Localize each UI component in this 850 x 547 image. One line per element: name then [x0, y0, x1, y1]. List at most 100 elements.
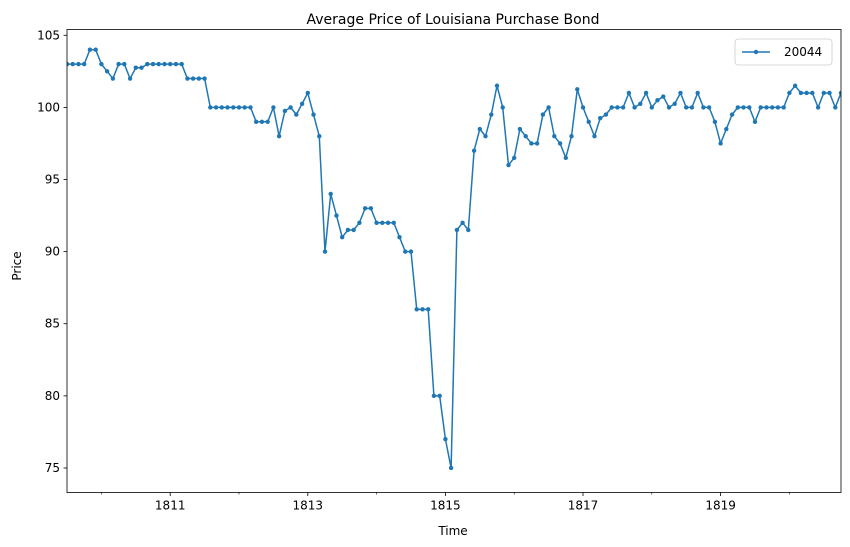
data-point [684, 105, 689, 110]
data-point [672, 101, 677, 106]
data-point [322, 249, 328, 254]
data-point [87, 47, 93, 52]
data-point [299, 101, 305, 106]
plot-frame [66, 29, 842, 493]
data-point [76, 61, 81, 67]
data-point [758, 105, 763, 110]
data-point [615, 105, 620, 110]
y-tick-label: 95 [45, 173, 60, 187]
data-point [271, 105, 276, 110]
data-point [67, 61, 70, 67]
data-point [168, 61, 173, 67]
data-point [328, 191, 333, 197]
data-point [512, 155, 517, 161]
data-point [219, 105, 224, 110]
data-point [666, 105, 672, 110]
y-axis: 75 80 85 90 95 100 105 [37, 28, 67, 475]
y-tick-label: 100 [37, 100, 60, 114]
data-point [173, 61, 179, 67]
series-layer [67, 47, 841, 471]
legend-entry-label: 20044 [784, 45, 822, 59]
data-point [242, 105, 247, 110]
data-point [259, 119, 265, 125]
data-point [248, 105, 253, 110]
data-point [122, 61, 127, 67]
data-point [741, 105, 746, 110]
data-point [208, 105, 213, 110]
data-point [190, 76, 196, 81]
data-point [357, 220, 362, 225]
x-tick-label: 1817 [568, 499, 599, 513]
data-point [655, 97, 660, 103]
series-group [67, 47, 841, 471]
data-point [471, 148, 477, 153]
data-point [380, 220, 385, 225]
data-point [351, 227, 356, 233]
data-point [368, 206, 374, 211]
data-point [557, 141, 563, 146]
data-point [609, 105, 614, 110]
data-point [810, 90, 815, 96]
data-point [133, 65, 138, 70]
data-point [649, 105, 654, 110]
data-point [827, 90, 832, 96]
data-point [546, 105, 551, 110]
data-point [311, 112, 316, 117]
data-point [93, 47, 98, 52]
data-point [231, 105, 236, 110]
data-point [139, 65, 144, 70]
data-point [213, 105, 219, 110]
data-point [391, 220, 396, 225]
data-point [489, 112, 494, 117]
data-point [534, 141, 540, 146]
data-point [414, 307, 419, 312]
data-point [718, 141, 723, 146]
x-tick-label: 1819 [705, 499, 736, 513]
data-point [775, 105, 781, 110]
data-point [104, 69, 110, 74]
data-point [254, 119, 259, 125]
data-point [431, 393, 437, 399]
data-point [678, 90, 683, 96]
legend: 20044 [734, 38, 833, 66]
data-point [317, 134, 322, 139]
data-point [99, 61, 104, 67]
x-axis-label: Time [437, 524, 467, 538]
data-point [540, 112, 546, 117]
data-point [397, 235, 402, 240]
data-point [569, 134, 574, 139]
data-point [276, 134, 282, 139]
data-point [575, 87, 580, 92]
data-point [603, 112, 609, 117]
data-point [643, 90, 649, 96]
data-point [196, 76, 202, 81]
y-tick-label: 105 [37, 28, 60, 42]
y-tick-label: 75 [45, 461, 60, 475]
data-point [706, 105, 712, 110]
data-point [506, 162, 511, 168]
data-point [403, 249, 408, 254]
data-point [735, 105, 740, 110]
data-point [770, 105, 775, 110]
data-point [334, 213, 339, 218]
data-point [724, 126, 729, 132]
data-point [345, 227, 351, 233]
data-point [523, 134, 528, 139]
data-point [586, 119, 591, 125]
data-point [265, 119, 270, 125]
x-tick-label: 1811 [155, 499, 186, 513]
data-point [448, 465, 454, 471]
data-point [420, 307, 425, 312]
legend-marker-swatch [753, 49, 759, 55]
data-point [661, 94, 666, 99]
data-point [529, 141, 534, 146]
data-point [454, 227, 460, 233]
data-point [804, 90, 809, 96]
data-point [443, 436, 448, 442]
data-point [517, 126, 523, 132]
data-point [156, 61, 161, 67]
data-point [179, 61, 184, 67]
y-tick-label: 80 [45, 389, 60, 403]
